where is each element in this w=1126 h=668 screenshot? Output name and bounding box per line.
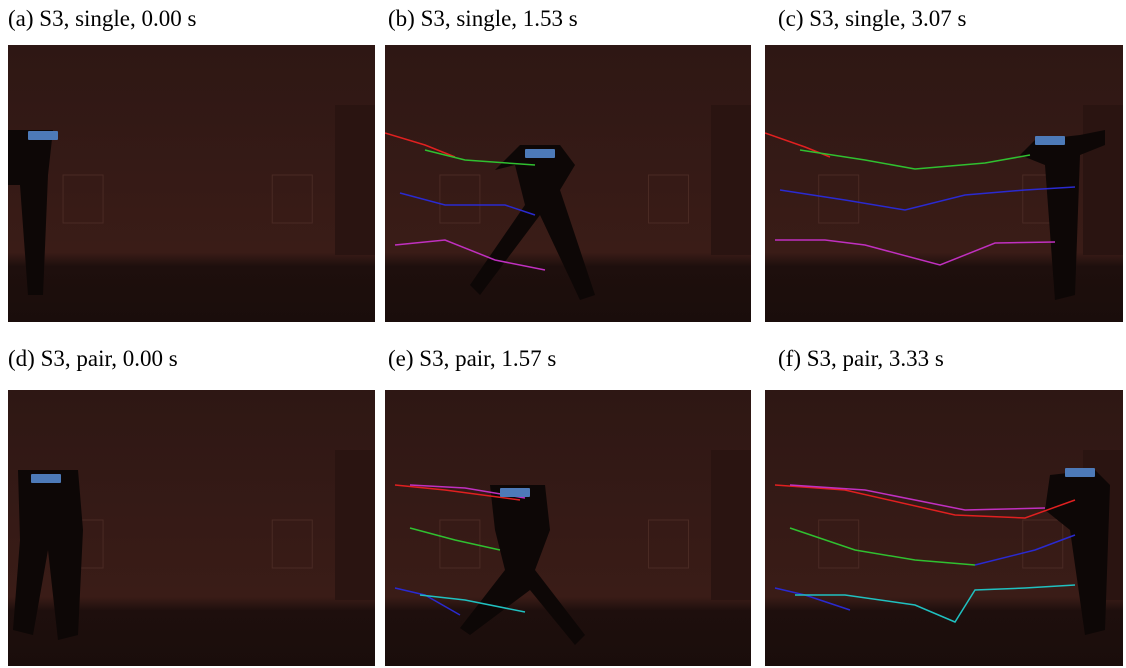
face-mask xyxy=(28,131,58,140)
face-mask xyxy=(31,474,61,483)
wall-edge xyxy=(335,105,375,255)
wall-edge xyxy=(1083,105,1123,255)
panel-caption: (d) S3, pair, 0.00 s xyxy=(8,346,178,372)
panel-caption: (b) S3, single, 1.53 s xyxy=(388,6,578,32)
face-mask xyxy=(500,488,530,497)
wall-edge xyxy=(711,105,751,255)
figure: (a) S3, single, 0.00 s (b) S3, single, 1… xyxy=(0,0,1126,668)
photo xyxy=(765,390,1123,666)
wall-edge xyxy=(711,450,751,600)
face-mask xyxy=(525,149,555,158)
panel-caption: (c) S3, single, 3.07 s xyxy=(778,6,966,32)
wall-edge xyxy=(335,450,375,600)
panel-caption: (f) S3, pair, 3.33 s xyxy=(778,346,944,372)
photo xyxy=(765,45,1123,322)
panel-caption: (e) S3, pair, 1.57 s xyxy=(388,346,556,372)
panel-caption: (a) S3, single, 0.00 s xyxy=(8,6,196,32)
face-mask xyxy=(1065,468,1095,477)
photo xyxy=(385,390,751,666)
photo xyxy=(385,45,751,322)
face-mask xyxy=(1035,136,1065,145)
photo xyxy=(8,390,375,666)
photo xyxy=(8,45,375,322)
